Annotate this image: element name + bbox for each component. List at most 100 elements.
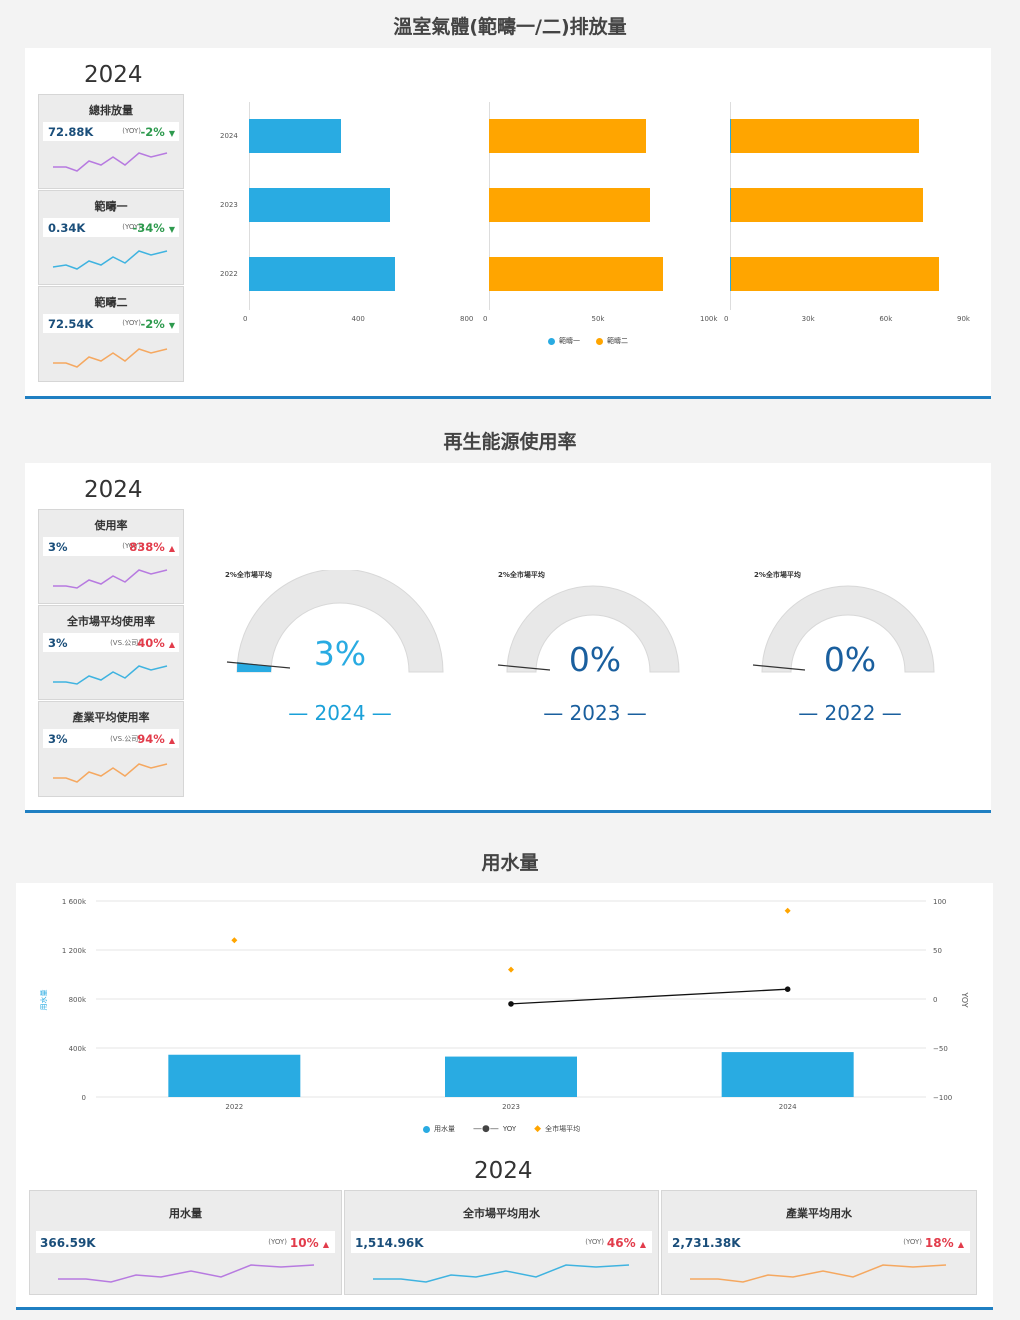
ghg-legend: 範疇一 範疇二 — [548, 336, 628, 346]
kpi-industry-avg-water[interactable]: 產業平均用水 2,731.38K (YOY) 18% ▲ — [661, 1190, 977, 1295]
kpi-industry-avg-rate[interactable]: 產業平均使用率 3% (VS.公司) 94% ▲ — [38, 701, 184, 797]
bar-2024[interactable] — [489, 119, 647, 153]
ghg-section-title: 溫室氣體(範疇一/二)排放量 — [393, 16, 627, 38]
legend-market-avg[interactable]: 全市場平均 — [545, 1125, 581, 1133]
gauge-year-2024: — 2024 — — [288, 701, 392, 725]
y-right-tick-label: 0 — [933, 996, 937, 1004]
renew-panel — [25, 463, 991, 810]
bar-2024[interactable] — [730, 119, 919, 153]
y-left-axis-label: 用水量 — [39, 990, 48, 1011]
kpi-pct: -34% ▼ — [132, 221, 175, 235]
x-tick-label: 100k — [700, 315, 718, 323]
gauge-marker-label: 2%全市場平均 — [498, 571, 545, 579]
x-tick-label: 90k — [957, 315, 970, 323]
kpi-market-avg-water[interactable]: 全市場平均用水 1,514.96K (YOY) 46% ▲ — [344, 1190, 659, 1295]
y-category-label: 2023 — [220, 201, 238, 209]
ghg-divider — [25, 396, 991, 399]
legend-dot-water — [423, 1125, 430, 1133]
kpi-label: 產業平均使用率 — [72, 711, 150, 724]
arrow-up-icon: ▲ — [957, 1240, 964, 1249]
kpi-market-avg-rate[interactable]: 全市場平均使用率 3% (VS.公司) 40% ▲ — [38, 605, 184, 700]
gauge-value-2023: 0% — [568, 640, 622, 679]
water-year: 2024 — [474, 1158, 533, 1184]
kpi-label: 範疇一 — [94, 200, 128, 213]
kpi-yoy-label: (YOY) — [268, 1238, 287, 1246]
kpi-yoy-label: (VS.公司) — [110, 639, 141, 647]
arrow-up-icon: ▲ — [168, 640, 175, 649]
x-tick-label: 0 — [483, 315, 488, 323]
x-tick-label: 60k — [879, 315, 893, 323]
gauge-marker-label: 2%全市場平均 — [225, 571, 272, 579]
market-avg-point[interactable] — [508, 966, 514, 973]
sparkline — [52, 250, 168, 270]
gauge-2023 — [497, 585, 680, 673]
bar-2024[interactable] — [730, 119, 731, 153]
kpi-value: 72.54K — [48, 317, 94, 331]
kpi-pct: -2% ▼ — [140, 125, 175, 139]
sparkline — [53, 348, 168, 368]
ghg-year: 2024 — [84, 62, 143, 88]
legend-scope2[interactable]: 範疇二 — [607, 337, 628, 345]
kpi-pct: 40% ▲ — [137, 636, 175, 650]
kpi-pct: 18% ▲ — [924, 1236, 964, 1250]
kpi-value: 366.59K — [40, 1236, 96, 1250]
water-bar-2023[interactable] — [445, 1056, 577, 1097]
y-left-tick-label: 1 600k — [62, 898, 87, 906]
yoy-point[interactable] — [508, 1001, 514, 1007]
gauge-value-2022: 0% — [823, 640, 877, 679]
kpi-scope1[interactable]: 範疇一 0.34K (YOY) -34% ▼ — [38, 190, 184, 285]
bar-2022[interactable] — [731, 257, 939, 291]
kpi-yoy-label: (YOY) — [585, 1238, 604, 1246]
x-tick-label: 2022 — [225, 1103, 243, 1111]
bar-2023[interactable] — [249, 188, 391, 222]
sparkline — [53, 152, 168, 172]
yoy-point[interactable] — [784, 986, 791, 992]
arrow-up-icon: ▲ — [168, 736, 175, 745]
kpi-yoy-label: (YOY) — [122, 542, 141, 550]
kpi-pct: 10% ▲ — [289, 1236, 329, 1250]
kpi-label: 總排放量 — [89, 104, 133, 117]
kpi-scope2[interactable]: 範疇二 72.54K (YOY) -2% ▼ — [38, 286, 184, 382]
gauge-marker-label: 2%全市場平均 — [754, 571, 801, 579]
legend-scope1[interactable]: 範疇一 — [559, 337, 580, 345]
bar-2023[interactable] — [489, 188, 650, 222]
legend-dot-scope1 — [548, 337, 555, 345]
bar-2024[interactable] — [249, 119, 342, 153]
bar-2023[interactable] — [731, 188, 923, 222]
legend-yoy[interactable]: YOY — [502, 1125, 517, 1133]
kpi-value: 3% — [48, 540, 68, 554]
kpi-label: 全市場平均用水 — [463, 1207, 540, 1220]
kpi-yoy-label: (YOY) — [122, 127, 141, 135]
water-legend: 用水量 —●— YOY ◆ 全市場平均 — [423, 1124, 580, 1134]
kpi-value: 3% — [48, 636, 68, 650]
kpi-value: 3% — [48, 732, 68, 746]
water-bar-2022[interactable] — [168, 1054, 301, 1097]
water-divider — [16, 1307, 993, 1310]
legend-water[interactable]: 用水量 — [434, 1125, 455, 1133]
legend-line-icon: —●— — [473, 1124, 499, 1134]
y-category-label: 2022 — [220, 270, 238, 278]
market-avg-point[interactable] — [231, 937, 238, 944]
bar-2023[interactable] — [730, 188, 732, 222]
water-bar-2024[interactable] — [721, 1052, 854, 1097]
legend-diamond-icon: ◆ — [534, 1124, 542, 1134]
bar-2022[interactable] — [249, 257, 396, 291]
bar-2022[interactable] — [730, 257, 732, 291]
y-left-tick-label: 800k — [69, 996, 87, 1004]
kpi-label: 產業平均用水 — [786, 1207, 852, 1220]
kpi-water-usage[interactable]: 用水量 366.59K (YOY) 10% ▲ — [29, 1190, 342, 1295]
kpi-yoy-label: (YOY) — [122, 319, 141, 327]
kpi-pct: 94% ▲ — [137, 732, 175, 746]
x-tick-label: 30k — [801, 315, 815, 323]
gauge-value-2024: 3% — [313, 634, 367, 673]
kpi-value: 1,514.96K — [355, 1236, 424, 1250]
gauge-2024 — [226, 570, 444, 673]
kpi-yoy-label: (YOY) — [903, 1238, 922, 1246]
kpi-usage-rate[interactable]: 使用率 3% (YOY) 838% ▲ — [38, 509, 184, 604]
market-avg-point[interactable] — [784, 907, 791, 914]
gauge-2022 — [752, 585, 935, 673]
kpi-total-emission[interactable]: 總排放量 72.88K (YOY) -2% ▼ — [38, 94, 184, 189]
kpi-yoy-label: (VS.公司) — [110, 735, 141, 743]
bar-2022[interactable] — [489, 257, 663, 291]
sparkline — [690, 1264, 947, 1283]
